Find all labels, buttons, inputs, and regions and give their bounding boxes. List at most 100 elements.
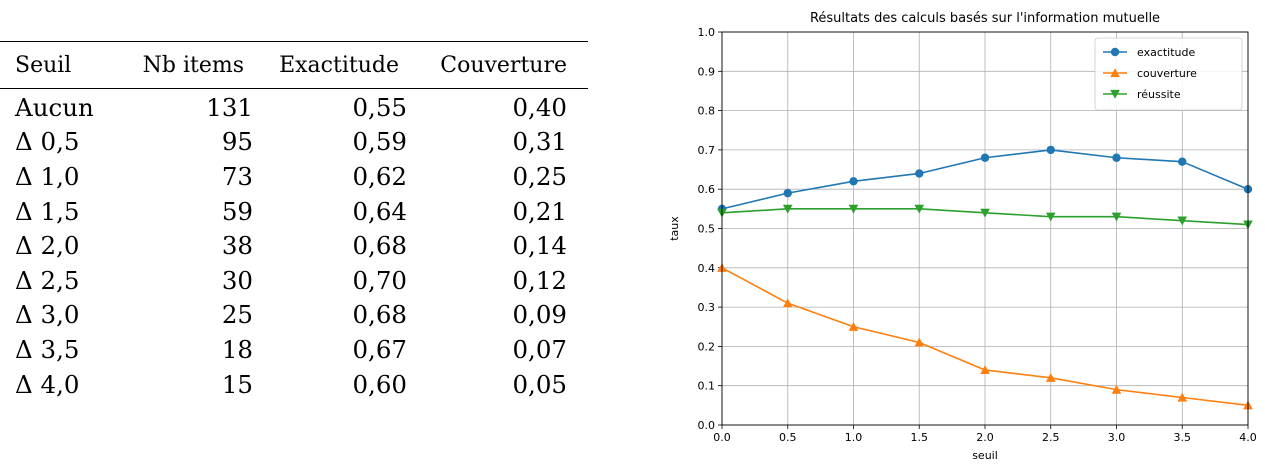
header-couverture: Couverture (440, 52, 567, 78)
header-seuil: Seuil (15, 52, 72, 78)
cell-seuil: Δ 1,0 (15, 161, 80, 191)
chart-title: Résultats des calculs basés sur l'inform… (810, 11, 1160, 26)
cell-nb-items: 73 (221, 161, 253, 191)
cell-nb-items: 30 (221, 265, 253, 295)
table-header: Seuil Nb items Exactitude Couverture (0, 42, 588, 88)
x-tick-label: 3.0 (1108, 431, 1126, 444)
line-chart: 0.0 0.5 1.0 1.5 2.0 2.5 3.0 3.5 4.0 0.0 0.1 0.2 0.3 0… (668, 11, 1257, 462)
table-row: Δ 2,5 30 0,70 0,12 (0, 263, 588, 298)
cell-couverture: 0,14 (512, 231, 567, 261)
x-tick-label: 2.5 (1042, 431, 1060, 444)
y-tick-label: 0.4 (698, 262, 716, 275)
data-point (1110, 89, 1120, 99)
y-tick-label: 0.6 (698, 183, 716, 196)
y-tick-label: 0.8 (698, 105, 716, 118)
y-tick-label: 0.2 (698, 340, 716, 353)
data-point (848, 321, 859, 331)
x-tick-label: 1.0 (845, 431, 863, 444)
cell-seuil: Δ 4,0 (15, 369, 80, 399)
cell-seuil: Δ 3,5 (15, 334, 80, 364)
x-axis-label: seuil (972, 449, 998, 462)
cell-exactitude: 0,59 (352, 127, 407, 157)
y-tick-label: 0.7 (698, 144, 716, 157)
table-row: Δ 1,5 59 0,64 0,21 (0, 194, 588, 229)
table-header-rule (0, 88, 588, 89)
data-point (1046, 145, 1055, 155)
cell-exactitude: 0,62 (352, 161, 407, 191)
data-point (980, 365, 990, 375)
legend-box (1094, 37, 1243, 111)
cell-couverture: 0,09 (512, 300, 567, 330)
cell-nb-items: 59 (221, 196, 253, 226)
y-tick-label: 1.0 (698, 26, 716, 39)
cell-couverture: 0,07 (512, 334, 567, 364)
x-tick-label: 3.5 (1174, 431, 1192, 444)
table-row: Δ 3,0 25 0,68 0,09 (0, 298, 588, 333)
cell-exactitude: 0,60 (352, 369, 407, 399)
data-point (848, 204, 859, 214)
cell-exactitude: 0,55 (352, 92, 407, 122)
cell-seuil: Δ 0,5 (15, 127, 80, 157)
cell-couverture: 0,31 (512, 127, 567, 157)
cell-nb-items: 18 (221, 334, 253, 364)
data-point (1112, 153, 1121, 162)
y-tick-label: 0.3 (698, 301, 716, 314)
table-row: Δ 1,0 73 0,62 0,25 (0, 159, 588, 194)
plot-frame (721, 31, 1249, 426)
y-tick-label: 0.0 (698, 419, 716, 432)
cell-seuil: Δ 2,5 (15, 265, 80, 295)
data-point (915, 169, 924, 178)
cell-seuil: Δ 2,0 (15, 231, 80, 261)
data-point (782, 204, 793, 214)
data-point (1110, 47, 1120, 57)
cell-exactitude: 0,70 (352, 265, 407, 295)
data-point (1111, 212, 1122, 222)
x-tick-label: 1.5 (911, 431, 929, 444)
legend-label: couverture (1137, 67, 1197, 80)
cell-exactitude: 0,68 (352, 231, 407, 261)
x-tick-label: 2.0 (976, 431, 994, 444)
results-table: Seuil Nb items Exactitude Couverture Auc… (0, 41, 588, 401)
data-point (1110, 68, 1120, 78)
cell-couverture: 0,25 (512, 161, 567, 191)
cell-seuil: Δ 3,0 (15, 300, 80, 330)
table-row: Aucun 131 0,55 0,40 (0, 90, 588, 125)
y-tick-label: 0.9 (698, 65, 716, 78)
cell-nb-items: 38 (221, 231, 253, 261)
cell-couverture: 0,40 (512, 92, 567, 122)
header-exactitude: Exactitude (279, 52, 399, 78)
cell-exactitude: 0,68 (352, 300, 407, 330)
x-tick-label: 4.0 (1239, 431, 1257, 444)
data-point (1177, 216, 1188, 226)
data-point (849, 177, 858, 186)
cell-couverture: 0,12 (512, 265, 567, 295)
cell-couverture: 0,21 (512, 196, 567, 226)
y-tick-label: 0.1 (698, 380, 716, 393)
table-top-rule (0, 41, 588, 42)
table-row: Δ 4,0 15 0,60 0,05 (0, 367, 588, 402)
data-point (1111, 384, 1122, 394)
cell-couverture: 0,05 (512, 369, 567, 399)
cell-nb-items: 15 (221, 369, 253, 399)
cell-exactitude: 0,64 (352, 196, 407, 226)
y-axis-label: taux (668, 216, 681, 241)
cell-exactitude: 0,67 (352, 334, 407, 364)
cell-seuil: Δ 1,5 (15, 196, 80, 226)
table-row: Δ 3,5 18 0,67 0,07 (0, 332, 588, 367)
table-row: Δ 0,5 95 0,59 0,31 (0, 125, 588, 160)
cell-nb-items: 131 (206, 92, 253, 122)
x-tick-label: 0.5 (779, 431, 797, 444)
data-point (914, 204, 925, 214)
data-point (1178, 157, 1187, 166)
data-point (1045, 373, 1056, 382)
cell-nb-items: 95 (221, 127, 253, 157)
legend-label: exactitude (1137, 46, 1196, 59)
data-point (914, 337, 925, 347)
y-tick-label: 0.5 (698, 223, 716, 236)
data-point (782, 298, 793, 308)
data-point (980, 208, 990, 218)
x-tick-label: 0.0 (713, 431, 731, 444)
data-point (783, 188, 792, 198)
table-body: Aucun 131 0,55 0,40 Δ 0,5 95 0,59 0,31 Δ… (0, 89, 588, 401)
data-point (980, 153, 990, 162)
